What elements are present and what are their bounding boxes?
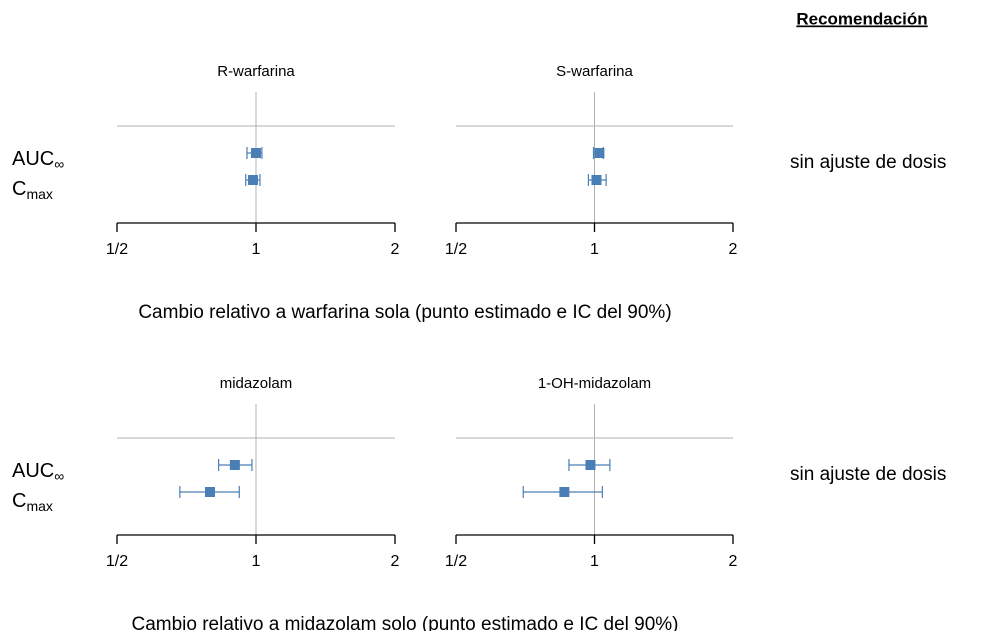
x-tick-label: 1 (252, 553, 261, 570)
x-tick-label: 1/2 (445, 241, 467, 258)
chart-title: 1-OH-midazolam (538, 375, 651, 392)
x-tick-label: 1 (590, 241, 599, 258)
recommendation: sin ajuste de dosis (790, 464, 946, 485)
point-estimate (247, 175, 258, 185)
point-estimate (591, 175, 602, 185)
x-tick-label: 2 (391, 553, 400, 570)
chart-title: midazolam (220, 375, 293, 392)
point-estimate (559, 487, 570, 497)
caption: Cambio relativo a midazolam solo (punto … (131, 614, 678, 631)
x-tick-label: 2 (729, 241, 738, 258)
x-tick-label: 2 (391, 241, 400, 258)
x-tick-label: 1 (590, 553, 599, 570)
point-estimate (594, 148, 605, 158)
point-estimate (204, 487, 215, 497)
chart-title: S-warfarina (556, 63, 633, 80)
row-label-main: AUC (12, 460, 54, 482)
row-label: Cmax (12, 490, 53, 513)
point-estimate (251, 148, 261, 158)
recommendation: sin ajuste de dosis (790, 152, 946, 173)
row-label-main: C (12, 490, 26, 512)
row-label-main: C (12, 178, 26, 200)
x-tick-label: 2 (729, 553, 738, 570)
x-tick-label: 1 (252, 241, 261, 258)
row-label: Cmax (12, 178, 53, 201)
row-label-sub: ∞ (54, 468, 64, 484)
x-tick-label: 1/2 (106, 241, 128, 258)
chart-title: R-warfarina (217, 63, 295, 80)
row-label-main: AUC (12, 148, 54, 170)
x-tick-label: 1/2 (106, 553, 128, 570)
row-label: AUC∞ (12, 148, 64, 171)
x-tick-label: 1/2 (445, 553, 467, 570)
point-estimate (229, 460, 240, 470)
point-estimate (585, 460, 596, 470)
caption: Cambio relativo a warfarina sola (punto … (138, 302, 671, 323)
row-label-sub: ∞ (54, 156, 64, 172)
row-label-sub: max (26, 498, 52, 514)
row-label: AUC∞ (12, 460, 64, 483)
header: Recomendación (796, 9, 927, 28)
row-label-sub: max (26, 186, 52, 202)
